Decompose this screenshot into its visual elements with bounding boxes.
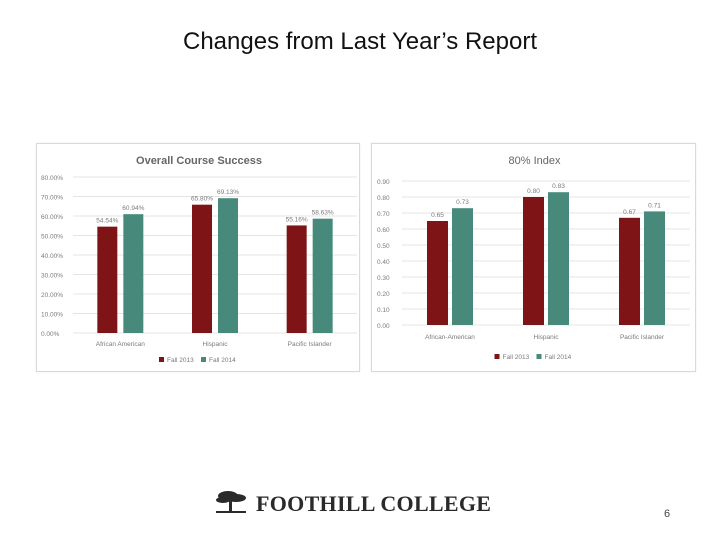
- legend-label: Fall 2014: [545, 354, 572, 361]
- bar-fall-2013: [619, 217, 640, 325]
- category-label: Pacific Islander: [620, 334, 665, 341]
- y-tick-label: 0.50: [377, 243, 390, 250]
- y-tick-label: 0.10: [377, 307, 390, 314]
- bar-fall-2013: [286, 225, 307, 333]
- bar-fall-2014: [123, 214, 144, 333]
- y-tick-label: 30.00%: [41, 273, 63, 280]
- overall-course-success-svg: Overall Course Success 0.00% 10.00% 20.00% 3…: [41, 155, 357, 364]
- y-tick-label: 0.80: [377, 195, 390, 202]
- legend-swatch: [494, 354, 500, 359]
- bar-fall-2013: [97, 226, 118, 333]
- tree-icon: [214, 489, 248, 520]
- legend-swatch: [159, 357, 164, 362]
- y-tick-label: 0.00: [377, 323, 390, 330]
- page-number: 6: [664, 508, 671, 520]
- data-label: 65.80%: [191, 196, 213, 203]
- data-label: 0.83: [552, 183, 565, 190]
- data-label: 0.67: [623, 209, 636, 216]
- legend-label: Fall 2013: [167, 357, 194, 364]
- data-label: 69.13%: [217, 189, 239, 196]
- y-tick-label: 0.90: [377, 179, 390, 186]
- bar-fall-2014: [218, 198, 238, 333]
- y-tick-label: 0.40: [377, 259, 390, 266]
- y-tick-label: 0.60: [377, 227, 390, 234]
- chart-title: 80% Index: [509, 155, 561, 167]
- data-label: 58.63%: [312, 210, 334, 217]
- y-tick-label: 0.70: [377, 211, 390, 218]
- bar-fall-2014: [644, 211, 665, 325]
- bar-fall-2013: [523, 197, 544, 325]
- y-tick-label: 10.00%: [41, 312, 63, 319]
- category-label: Pacific Islander: [288, 341, 333, 348]
- data-label: 55.16%: [286, 216, 308, 223]
- data-label: 60.94%: [122, 205, 144, 212]
- foothill-college-logo: FOOTHILL COLLEGE: [214, 488, 491, 520]
- overall-course-success-chart: Overall Course Success 0.00% 10.00% 20.00% 3…: [36, 143, 360, 372]
- chart-title: Overall Course Success: [136, 155, 262, 167]
- y-tick-label: 60.00%: [41, 214, 63, 221]
- bar-fall-2014: [548, 192, 569, 325]
- data-label: 0.71: [648, 202, 661, 209]
- y-tick-label: 40.00%: [41, 253, 63, 260]
- y-tick-label: 80.00%: [41, 175, 63, 182]
- legend-swatch: [536, 354, 542, 359]
- data-label: 0.65: [431, 212, 444, 219]
- data-label: 0.73: [456, 199, 469, 206]
- data-label: 0.80: [527, 188, 540, 195]
- slide-title: Changes from Last Year’s Report: [183, 28, 537, 55]
- legend-swatch: [201, 357, 206, 362]
- bar-fall-2014: [452, 208, 473, 325]
- category-label: Hispanic: [203, 341, 229, 348]
- y-tick-label: 20.00%: [41, 292, 63, 299]
- y-tick-label: 0.00%: [41, 331, 60, 338]
- category-label: African-American: [425, 334, 475, 341]
- bar-fall-2014: [312, 218, 333, 333]
- y-tick-label: 0.20: [377, 291, 390, 298]
- logo-text: FOOTHILL COLLEGE: [256, 491, 492, 516]
- y-tick-label: 70.00%: [41, 195, 63, 202]
- data-label: 54.54%: [96, 218, 118, 225]
- legend-label: Fall 2013: [503, 354, 530, 361]
- y-tick-label: 0.30: [377, 275, 390, 282]
- category-label: African American: [96, 341, 146, 348]
- eighty-percent-index-chart: 80% Index 0.00 0.10 0.20 0.30 0.40 0.50 0.60 0.7…: [371, 143, 696, 372]
- y-tick-label: 50.00%: [41, 234, 63, 241]
- bar-fall-2013: [427, 221, 448, 325]
- bar-fall-2013: [192, 204, 212, 333]
- eighty-percent-index-svg: 80% Index 0.00 0.10 0.20 0.30 0.40 0.50 0.60 0.7…: [377, 155, 690, 361]
- category-label: Hispanic: [534, 334, 560, 341]
- legend-label: Fall 2014: [209, 357, 236, 364]
